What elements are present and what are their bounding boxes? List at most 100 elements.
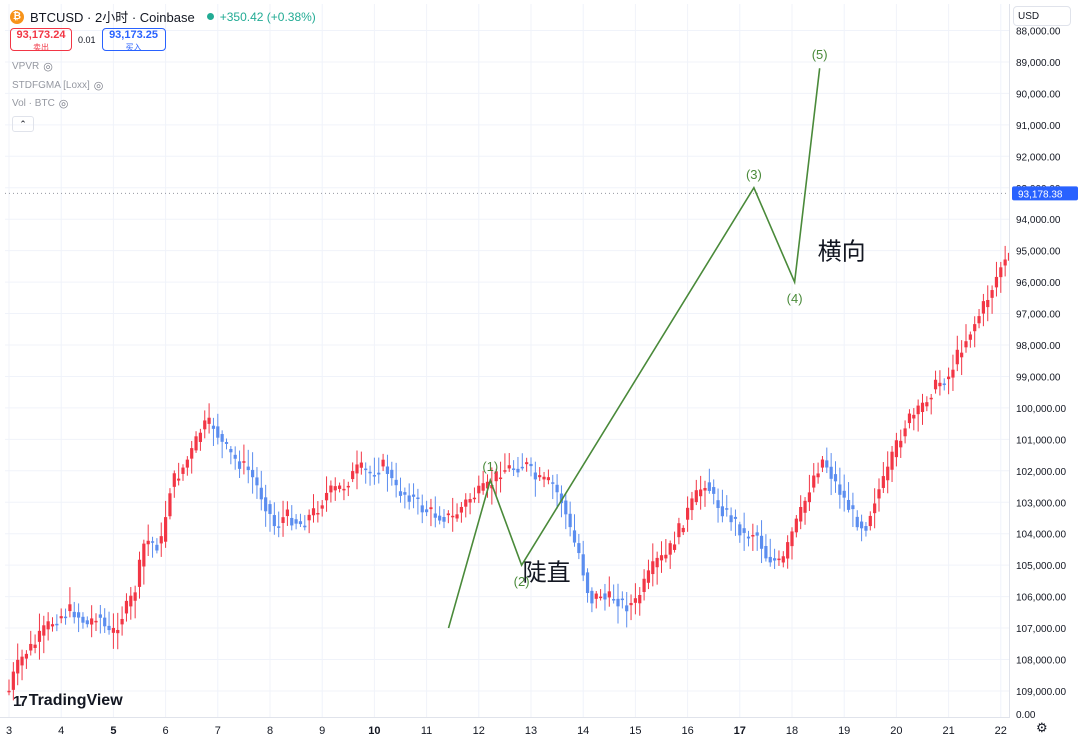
indicator-stdfgma[interactable]: STDFGMA [Loxx] ◎ [12, 79, 103, 92]
sell-button[interactable]: 93,173.24 卖出 [10, 28, 72, 52]
bitcoin-icon: ₿ [10, 9, 24, 24]
candle-body [20, 656, 24, 666]
indicator-volume[interactable]: Vol · BTC ◎ [12, 97, 68, 110]
price-tick-label: 0.00 [1016, 710, 1036, 721]
time-tick-label: 20 [890, 725, 902, 737]
wave-label: (5) [812, 47, 828, 62]
candle-body [233, 454, 237, 459]
price-tick-label: 100,000.00 [1016, 404, 1066, 415]
candle-body [664, 554, 668, 559]
candle-body [324, 492, 329, 501]
candle-body [425, 509, 429, 513]
candle-body [955, 349, 959, 365]
candle-body [746, 536, 751, 539]
candle-body [981, 301, 985, 314]
candle-body [224, 442, 229, 444]
price-tick-label: 109,000.00 [1016, 687, 1066, 698]
candle-body [612, 599, 616, 601]
candle-body [81, 616, 85, 623]
candle-body [281, 517, 285, 523]
indicator-vpvr[interactable]: VPVR ◎ [12, 60, 53, 73]
symbol-title[interactable]: BTCUSD · 2小时 · Coinbase [30, 10, 195, 25]
candle-body [807, 492, 811, 503]
candle-body [672, 544, 677, 550]
candle-body [725, 508, 729, 510]
candle-body [960, 352, 964, 358]
candle-body [120, 618, 124, 625]
candle-body [403, 492, 407, 495]
buy-label: 买入 [125, 43, 142, 52]
candlestick-chart[interactable]: (1) (2) (3) (4) (5) 陡直 横向 [5, 4, 1080, 717]
time-axis[interactable]: 3 4 5 6 7 8 9 10 11 12 13 14 15 16 17 18 19 20 21 22 [0, 717, 1010, 744]
candle-body [546, 477, 550, 481]
candle-body [381, 459, 385, 467]
candle-body [298, 521, 303, 525]
candle-body [655, 557, 659, 568]
candle-body [825, 460, 829, 468]
price-tick-label: 102,000.00 [1016, 467, 1066, 478]
wave-label: (1) [482, 459, 498, 474]
candle-body [755, 532, 759, 536]
chart-plot-area[interactable]: (1) (2) (3) (4) (5) 陡直 横向 [5, 4, 1080, 717]
candle-body [1007, 252, 1012, 261]
candle-body [294, 519, 298, 524]
candle-body [346, 485, 350, 488]
candle-body [516, 468, 520, 473]
candle-body [220, 434, 224, 442]
candle-body [720, 506, 724, 517]
price-tick-label: 94,000.00 [1016, 215, 1061, 226]
candle-body [207, 417, 211, 424]
candle-body [303, 525, 307, 528]
currency-select[interactable]: USD [1013, 6, 1071, 26]
candle-body [37, 630, 42, 642]
candle-body [394, 479, 398, 486]
candle-body [164, 517, 168, 542]
currency-value: USD [1018, 11, 1040, 22]
settings-gear-icon[interactable]: ⚙ [1036, 720, 1048, 735]
candle-body [868, 515, 872, 527]
candle-body [881, 476, 885, 488]
time-tick-label: 14 [577, 725, 589, 737]
price-tick-label: 95,000.00 [1016, 247, 1061, 258]
candle-body [485, 481, 490, 489]
candle-body [111, 627, 115, 633]
time-tick-label: 16 [681, 725, 693, 737]
time-tick-label: 8 [267, 725, 273, 737]
collapse-indicators-button[interactable]: ⌃ [12, 116, 34, 132]
candle-body [172, 473, 176, 487]
candle-body [98, 614, 102, 618]
eye-hidden-icon[interactable]: ◎ [93, 80, 104, 92]
eye-hidden-icon[interactable]: ◎ [58, 98, 69, 110]
candle-body [372, 475, 376, 477]
elliott-wave-line [447, 68, 821, 629]
candle-body [438, 515, 442, 521]
price-tick-label: 96,000.00 [1016, 278, 1061, 289]
candle-body [686, 507, 690, 520]
candle-body [433, 513, 437, 518]
wave-label: (2) [514, 574, 530, 589]
price-axis[interactable]: 88,000.00 89,000.00 90,000.00 91,000.00 92,0… [1010, 0, 1080, 743]
candle-body [259, 487, 263, 500]
wave-label: (4) [787, 291, 803, 306]
candle-body [420, 505, 424, 513]
candle-body [459, 506, 463, 513]
eye-hidden-icon[interactable]: ◎ [43, 61, 53, 73]
time-tick-label: 12 [473, 725, 485, 737]
candle-body [794, 518, 798, 533]
buy-button[interactable]: 93,173.25 买入 [101, 28, 166, 52]
candle-body [311, 508, 316, 516]
candle-body [442, 517, 446, 522]
candle-body [133, 592, 137, 601]
candle-body [890, 451, 894, 470]
time-tick-label: 11 [421, 725, 432, 737]
candle-body [838, 484, 842, 495]
candle-body [681, 527, 685, 533]
candle-body [846, 499, 851, 510]
candle-body [159, 536, 163, 544]
symbol-header[interactable]: ₿ BTCUSD · 2小时 · Coinbase +350.42 (+0.38… [10, 7, 316, 26]
candle-body [559, 493, 564, 504]
candle-body [938, 382, 942, 387]
candle-body [359, 462, 363, 468]
price-tick-label: 104,000.00 [1016, 530, 1066, 541]
time-tick-label: 18 [786, 725, 798, 737]
